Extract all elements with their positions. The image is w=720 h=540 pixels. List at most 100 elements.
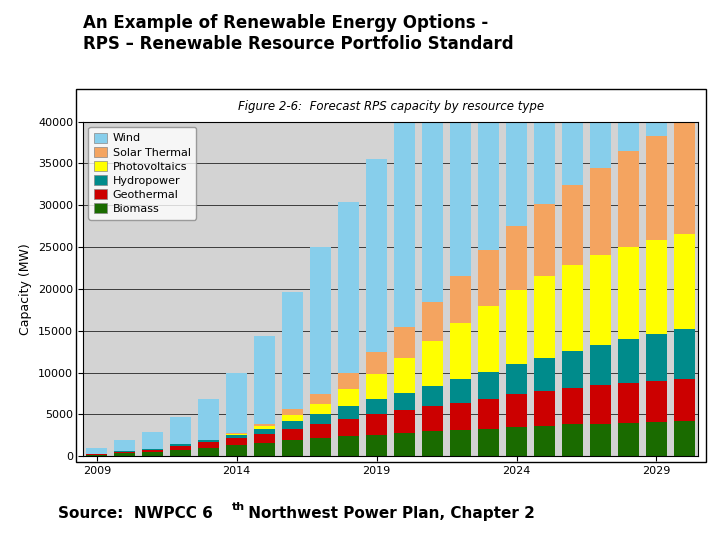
Bar bbox=[674, 329, 695, 379]
Bar bbox=[394, 433, 415, 456]
Text: Figure 2-6:  Forecast RPS capacity by resource type: Figure 2-6: Forecast RPS capacity by res… bbox=[238, 100, 544, 113]
Bar bbox=[310, 424, 331, 438]
Bar bbox=[562, 0, 583, 185]
Bar bbox=[366, 159, 387, 352]
Bar bbox=[170, 450, 192, 456]
Bar bbox=[478, 429, 499, 456]
Bar bbox=[198, 448, 219, 456]
Bar bbox=[506, 364, 527, 394]
Bar bbox=[618, 339, 639, 383]
Bar bbox=[590, 167, 611, 255]
Bar bbox=[198, 400, 219, 440]
Bar bbox=[310, 247, 331, 394]
Bar bbox=[450, 35, 471, 276]
Text: th: th bbox=[232, 502, 245, 512]
Bar bbox=[282, 421, 303, 429]
Bar bbox=[422, 341, 443, 386]
Bar bbox=[394, 410, 415, 433]
Bar bbox=[674, 0, 695, 120]
Bar bbox=[282, 409, 303, 415]
Bar bbox=[86, 448, 107, 454]
Y-axis label: Capacity (MW): Capacity (MW) bbox=[19, 243, 32, 335]
Bar bbox=[143, 452, 163, 456]
Bar bbox=[590, 0, 611, 167]
Bar bbox=[422, 431, 443, 456]
Bar bbox=[338, 418, 359, 436]
Bar bbox=[226, 373, 247, 433]
Bar bbox=[282, 429, 303, 441]
Bar bbox=[114, 440, 135, 451]
Bar bbox=[618, 247, 639, 339]
Bar bbox=[562, 266, 583, 351]
Bar bbox=[506, 427, 527, 456]
Bar bbox=[254, 424, 275, 426]
Bar bbox=[422, 302, 443, 341]
Bar bbox=[534, 357, 555, 391]
Bar bbox=[506, 226, 527, 290]
Bar bbox=[366, 400, 387, 415]
Bar bbox=[226, 434, 247, 435]
Bar bbox=[618, 423, 639, 456]
Bar bbox=[338, 374, 359, 389]
Bar bbox=[478, 306, 499, 372]
Bar bbox=[562, 185, 583, 266]
Bar bbox=[170, 446, 192, 450]
Bar bbox=[338, 202, 359, 374]
Bar bbox=[226, 435, 247, 438]
Bar bbox=[646, 381, 667, 422]
Bar bbox=[310, 414, 331, 424]
Bar bbox=[450, 276, 471, 323]
Bar bbox=[506, 394, 527, 427]
Bar bbox=[422, 406, 443, 431]
Text: Source:  NWPCC 6: Source: NWPCC 6 bbox=[58, 506, 212, 521]
Bar bbox=[282, 441, 303, 456]
Bar bbox=[646, 334, 667, 381]
Bar bbox=[143, 449, 163, 450]
Bar bbox=[143, 450, 163, 452]
Bar bbox=[674, 120, 695, 234]
Bar bbox=[450, 323, 471, 379]
Bar bbox=[618, 151, 639, 247]
Bar bbox=[618, 0, 639, 151]
Bar bbox=[86, 455, 107, 456]
Bar bbox=[114, 454, 135, 456]
Bar bbox=[674, 379, 695, 421]
Legend: Wind, Solar Thermal, Photovoltaics, Hydropower, Geothermal, Biomass: Wind, Solar Thermal, Photovoltaics, Hydr… bbox=[89, 127, 197, 219]
Bar bbox=[226, 446, 247, 456]
Bar bbox=[282, 292, 303, 409]
Bar bbox=[366, 415, 387, 435]
Bar bbox=[310, 438, 331, 456]
Bar bbox=[366, 435, 387, 456]
Bar bbox=[394, 393, 415, 410]
Bar bbox=[254, 429, 275, 434]
Bar bbox=[674, 421, 695, 456]
Bar bbox=[646, 422, 667, 456]
Bar bbox=[282, 415, 303, 421]
Bar bbox=[478, 251, 499, 306]
Bar bbox=[394, 357, 415, 393]
Bar bbox=[450, 403, 471, 430]
Bar bbox=[478, 399, 499, 429]
Bar bbox=[506, 290, 527, 364]
Bar bbox=[478, 0, 499, 251]
Text: RPS – Renewable Resource Portfolio Standard: RPS – Renewable Resource Portfolio Stand… bbox=[83, 35, 513, 53]
Bar bbox=[254, 443, 275, 456]
Bar bbox=[310, 394, 331, 403]
Bar bbox=[674, 234, 695, 329]
Bar bbox=[450, 430, 471, 456]
Bar bbox=[646, 0, 667, 136]
Bar bbox=[450, 379, 471, 403]
Bar bbox=[422, 386, 443, 406]
Text: Northwest Power Plan, Chapter 2: Northwest Power Plan, Chapter 2 bbox=[243, 506, 535, 521]
Bar bbox=[226, 438, 247, 446]
Bar bbox=[534, 276, 555, 357]
Bar bbox=[394, 114, 415, 327]
Bar bbox=[562, 351, 583, 388]
Bar bbox=[366, 374, 387, 400]
Bar bbox=[478, 372, 499, 399]
Bar bbox=[254, 434, 275, 443]
Bar bbox=[198, 442, 219, 448]
Bar bbox=[534, 0, 555, 204]
Bar bbox=[590, 255, 611, 345]
Bar bbox=[254, 336, 275, 424]
